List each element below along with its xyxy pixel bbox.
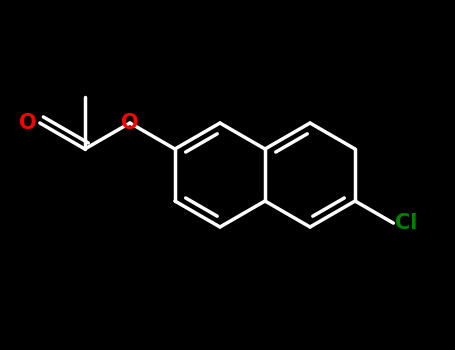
Text: Cl: Cl	[395, 213, 418, 233]
Text: O: O	[121, 113, 139, 133]
Text: O: O	[19, 113, 37, 133]
